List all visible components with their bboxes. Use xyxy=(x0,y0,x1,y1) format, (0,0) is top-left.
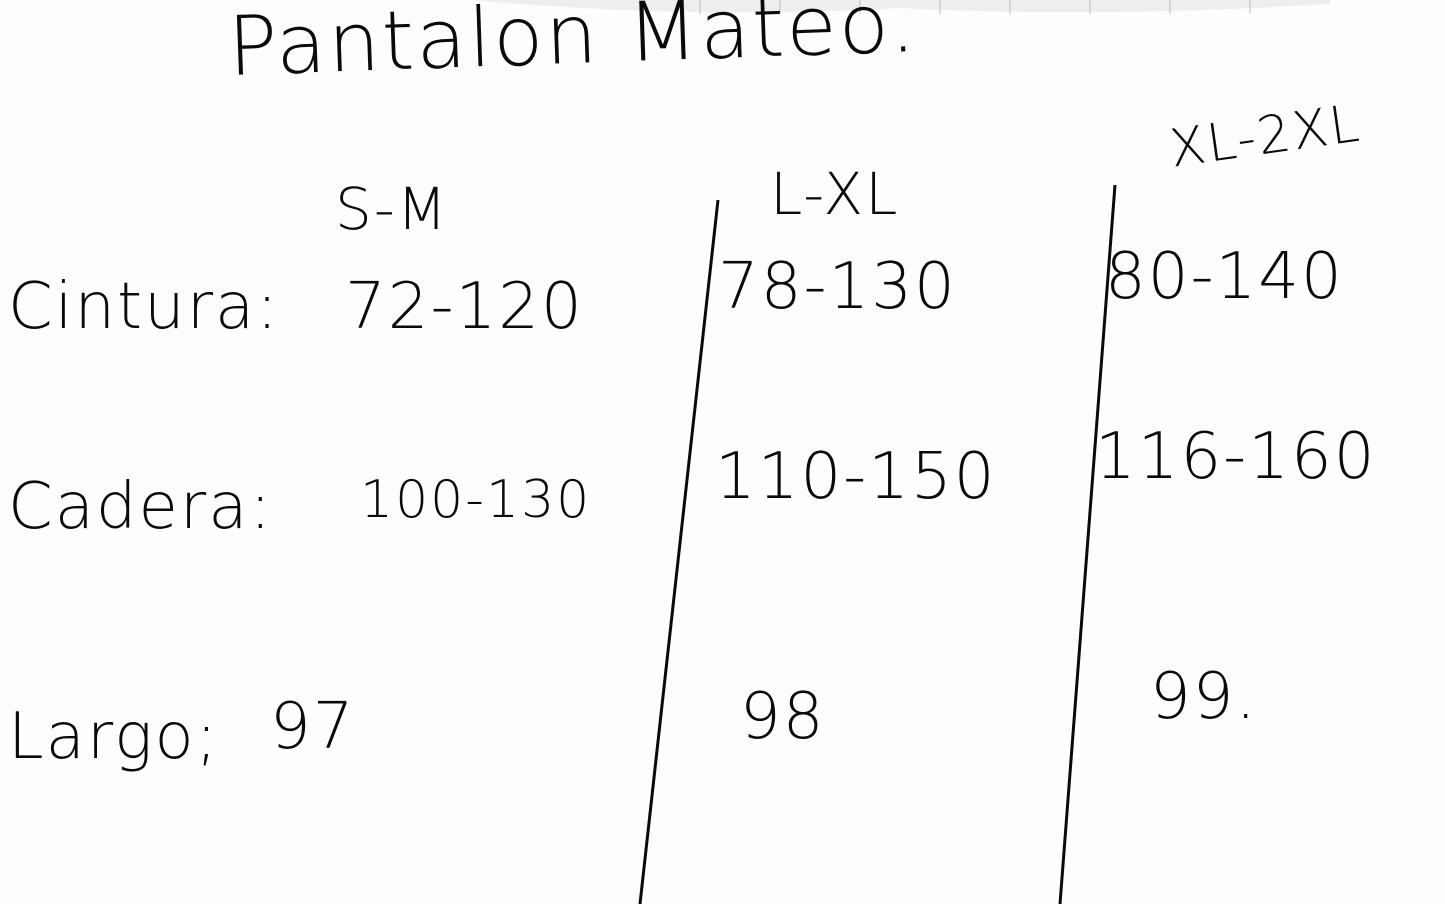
row-label-cintura: Cintura: xyxy=(8,270,280,344)
cell-largo-l-xl: 98 xyxy=(740,680,826,754)
cell-cintura-s-m: 72-120 xyxy=(345,270,584,344)
cell-largo-xl-2xl: 99. xyxy=(1150,660,1258,734)
torn-paper-edge xyxy=(470,0,1330,14)
row-label-largo: Largo; xyxy=(8,700,220,774)
cell-cadera-l-xl: 110-150 xyxy=(715,440,997,514)
row-label-cadera: Cadera: xyxy=(8,470,273,544)
column-header-s-m: S-M xyxy=(335,175,449,243)
cell-cadera-xl-2xl: 116-160 xyxy=(1095,420,1377,494)
cell-largo-s-m: 97 xyxy=(270,690,356,764)
cell-cintura-xl-2xl: 80-140 xyxy=(1105,240,1344,314)
divider-line-1 xyxy=(638,199,720,904)
column-header-l-xl: L-XL xyxy=(770,160,900,228)
cell-cadera-s-m: 100-130 xyxy=(360,470,592,530)
cell-cintura-l-xl: 78-130 xyxy=(718,250,957,324)
divider-line-2 xyxy=(1058,184,1117,904)
